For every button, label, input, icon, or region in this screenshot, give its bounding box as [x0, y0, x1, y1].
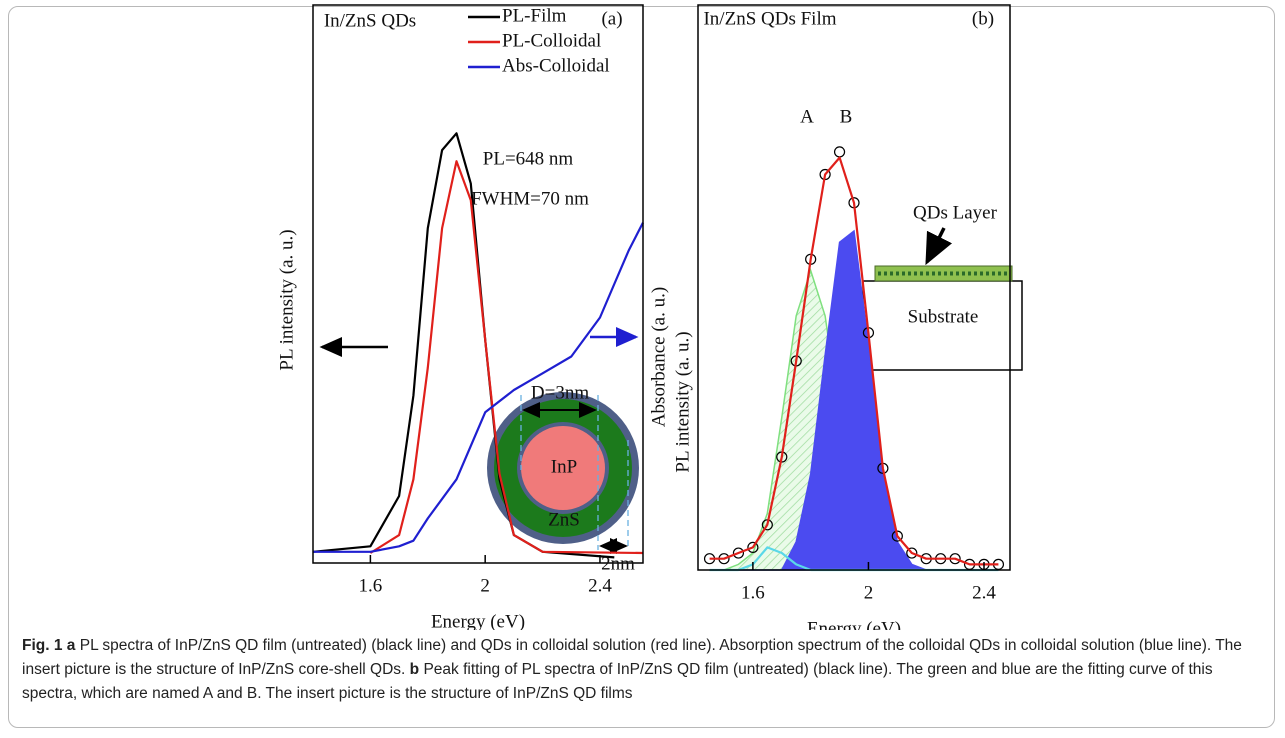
data-point [833, 146, 846, 158]
annotation: A [800, 106, 814, 127]
film-inset [862, 227, 1023, 371]
annotation: B [840, 106, 853, 127]
annotation: InP [551, 456, 577, 477]
data-point [747, 541, 759, 554]
plot-frame [312, 4, 644, 564]
plot-frame [697, 4, 1011, 571]
annotation: FWHM=70 nm [471, 188, 589, 209]
x-tick-label: 2 [480, 575, 490, 596]
annotation: In/ZnS QDs [324, 10, 416, 31]
series-line [313, 222, 644, 553]
y-axis-label: PL intensity (a. u.) [672, 331, 693, 472]
caption-panel-tag: b [409, 661, 420, 678]
core-shell-inset [487, 392, 639, 554]
x-tick-label: 1.6 [741, 582, 765, 603]
annotation: (a) [601, 8, 622, 29]
caption: Fig. 1 a PL spectra of InP/ZnS QD film (… [22, 634, 1262, 706]
annotation: D=3nm [531, 382, 589, 403]
series-line [709, 156, 999, 566]
annotation: ZnS [548, 509, 580, 530]
legend-label: PL-Colloidal [502, 30, 601, 51]
x-axis-label: Energy (eV) [431, 611, 525, 630]
x-tick-label: 1.6 [359, 575, 383, 596]
annotation: In/ZnS QDs Film [703, 8, 836, 29]
x-tick-label: 2.4 [588, 575, 612, 596]
annotation: PL=648 nm [483, 148, 574, 169]
caption-label: Fig. 1 [22, 637, 63, 654]
data-point [732, 547, 745, 559]
caption-panel-tag: a [66, 637, 76, 654]
y2-axis-label: Absorbance (a. u.) [648, 287, 669, 427]
y-axis-label: PL intensity (a. u.) [276, 229, 297, 370]
data-point [906, 547, 918, 559]
x-tick-label: 2.4 [972, 582, 996, 603]
figure-frame [8, 6, 1275, 728]
x-axis-label: Energy (eV) [807, 618, 901, 630]
annotation: QDs Layer [913, 202, 998, 223]
annotation: (b) [972, 8, 994, 29]
caption-text: PL spectra of InP/ZnS QD film (untreated… [22, 637, 1242, 678]
caption-text: Peak fitting of PL spectra of InP/ZnS QD… [22, 661, 1213, 702]
annotation: 2nm [601, 553, 635, 574]
legend-label: PL-Film [502, 5, 567, 26]
series-line [369, 160, 644, 555]
annotation: Substrate [908, 306, 979, 327]
legend-label: Abs-Colloidal [502, 55, 610, 76]
x-tick-label: 2 [864, 582, 874, 603]
